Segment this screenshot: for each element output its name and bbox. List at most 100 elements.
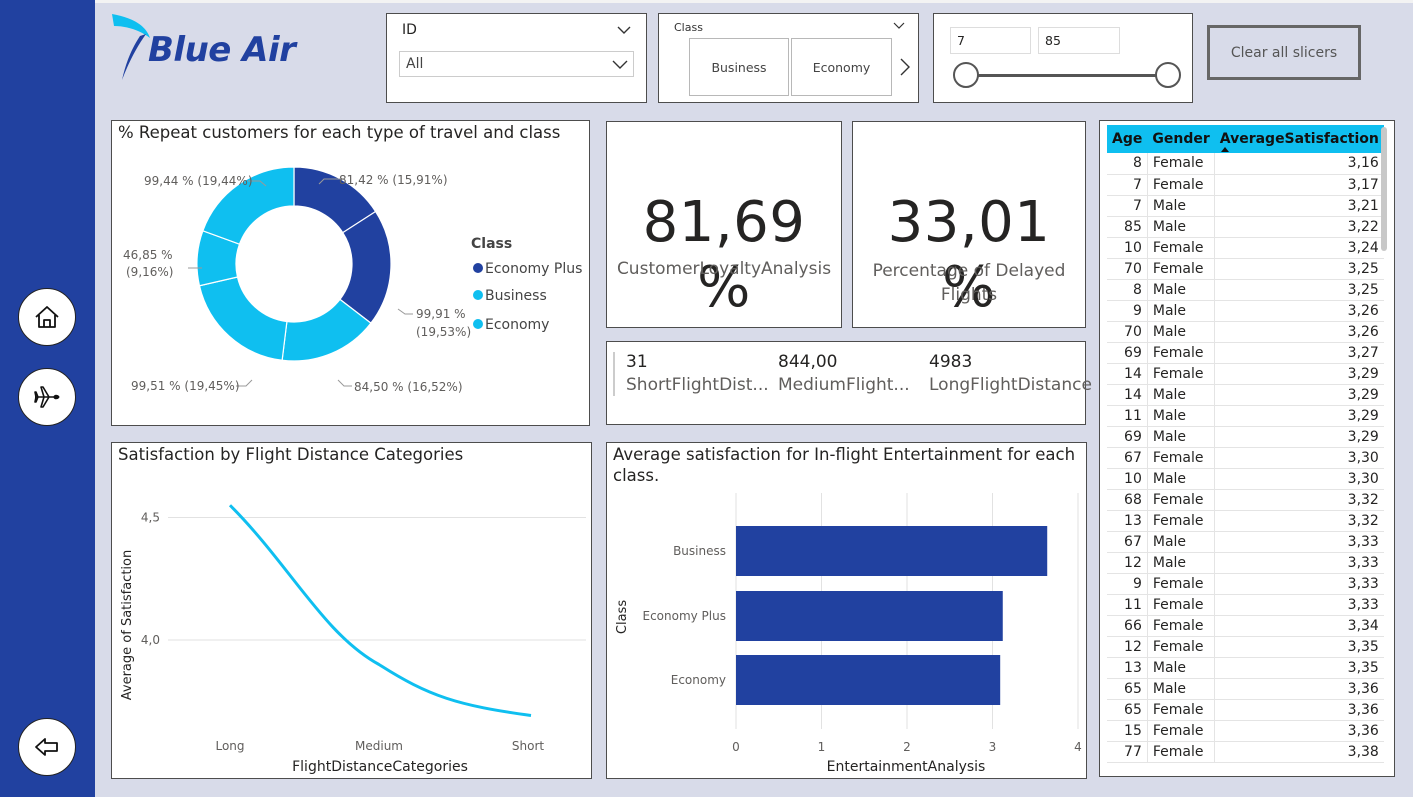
table-row[interactable]: 69 Male 3,29: [1107, 426, 1384, 448]
cell-average-satisfaction: 3,32: [1214, 510, 1384, 532]
cell-average-satisfaction: 3,36: [1214, 720, 1384, 742]
brand-name: Blue Air: [148, 30, 296, 70]
table-row[interactable]: 70 Female 3,25: [1107, 258, 1384, 280]
table-row[interactable]: 65 Male 3,36: [1107, 678, 1384, 700]
home-nav-button[interactable]: [18, 288, 76, 346]
line-chart-title: Satisfaction by Flight Distance Categori…: [118, 445, 464, 464]
cell-age: 65: [1107, 678, 1148, 700]
table-row[interactable]: 8 Female 3,16: [1107, 153, 1384, 175]
table-row[interactable]: 13 Male 3,35: [1107, 657, 1384, 679]
table-row[interactable]: 10 Male 3,30: [1107, 468, 1384, 490]
kpi-delayed-value: 33,01 %: [887, 190, 1051, 320]
cell-age: 7: [1107, 174, 1148, 196]
back-nav-button[interactable]: [18, 718, 76, 776]
cell-average-satisfaction: 3,16: [1214, 153, 1384, 175]
class-tile-economy[interactable]: Economy: [791, 38, 892, 96]
clear-all-slicers-button[interactable]: Clear all slicers: [1207, 25, 1361, 80]
table-row[interactable]: 7 Male 3,21: [1107, 195, 1384, 217]
donut-slice[interactable]: [202, 166, 295, 245]
table-row[interactable]: 8 Male 3,25: [1107, 279, 1384, 301]
kpi-loyalty-value: 81,69 %: [642, 190, 806, 320]
cell-age: 65: [1107, 699, 1148, 721]
column-header-gender[interactable]: Gender: [1147, 125, 1215, 153]
column-header-age[interactable]: Age: [1107, 125, 1148, 153]
table-row[interactable]: 67 Female 3,30: [1107, 447, 1384, 469]
id-dropdown-value: All: [406, 56, 424, 72]
column-header-average-satisfaction[interactable]: AverageSatisfaction: [1214, 125, 1384, 153]
legend-item-economy[interactable]: Economy: [473, 317, 549, 333]
range-max-handle[interactable]: [1155, 62, 1181, 88]
range-min-input[interactable]: 7: [950, 27, 1031, 54]
table-row[interactable]: 9 Female 3,33: [1107, 573, 1384, 595]
table-row[interactable]: 69 Female 3,27: [1107, 342, 1384, 364]
id-dropdown[interactable]: All: [399, 51, 634, 77]
table-row[interactable]: 67 Male 3,33: [1107, 531, 1384, 553]
table-row[interactable]: 65 Female 3,36: [1107, 699, 1384, 721]
bar-business[interactable]: [736, 526, 1048, 576]
table-row[interactable]: 14 Male 3,29: [1107, 384, 1384, 406]
bar-xtick-label: 1: [818, 740, 826, 754]
legend-item-business[interactable]: Business: [473, 288, 547, 304]
line-xtick-label: Long: [215, 739, 244, 753]
cell-age: 67: [1107, 531, 1148, 553]
table-row[interactable]: 68 Female 3,32: [1107, 489, 1384, 511]
distance-short-label: ShortFlightDist...: [626, 375, 769, 395]
cell-average-satisfaction: 3,26: [1214, 321, 1384, 343]
flight-nav-button[interactable]: [18, 368, 76, 426]
bar-economy[interactable]: [736, 655, 1001, 705]
column-header-average-satisfaction-label: AverageSatisfaction: [1219, 131, 1379, 147]
distance-card-accent: [613, 352, 615, 396]
donut-leader-line: [318, 178, 344, 185]
table-scrollbar[interactable]: [1381, 127, 1387, 251]
chevron-right-icon[interactable]: [899, 57, 911, 77]
cell-gender: Female: [1147, 447, 1216, 469]
donut-slice[interactable]: [198, 276, 288, 361]
donut-chart-title: % Repeat customers for each type of trav…: [118, 123, 561, 142]
cell-age: 12: [1107, 636, 1148, 658]
kpi-card-delayed: 33,01 % Percentage of Delayed Flights: [852, 121, 1086, 328]
table-row[interactable]: 85 Male 3,22: [1107, 216, 1384, 238]
cell-age: 68: [1107, 489, 1148, 511]
cell-gender: Male: [1147, 384, 1216, 406]
cell-average-satisfaction: 3,33: [1214, 594, 1384, 616]
legend-item-economy-plus[interactable]: Economy Plus: [473, 261, 582, 277]
cell-gender: Male: [1147, 195, 1216, 217]
cell-gender: Female: [1147, 489, 1216, 511]
table-row[interactable]: 77 Female 3,38: [1107, 741, 1384, 763]
chevron-down-icon[interactable]: [893, 22, 905, 30]
table-row[interactable]: 70 Male 3,26: [1107, 321, 1384, 343]
table-row[interactable]: 11 Male 3,29: [1107, 405, 1384, 427]
table-row[interactable]: 12 Male 3,33: [1107, 552, 1384, 574]
range-min-handle[interactable]: [953, 62, 979, 88]
table-row[interactable]: 13 Female 3,32: [1107, 510, 1384, 532]
cell-age: 67: [1107, 447, 1148, 469]
bar-economy-plus[interactable]: [736, 591, 1003, 641]
table-row[interactable]: 15 Female 3,36: [1107, 720, 1384, 742]
class-tile-business[interactable]: Business: [689, 38, 789, 96]
donut-leader-line: [397, 308, 413, 315]
table-row[interactable]: 11 Female 3,33: [1107, 594, 1384, 616]
table-header-row: Age Gender AverageSatisfaction: [1107, 125, 1384, 153]
table-row[interactable]: 12 Female 3,35: [1107, 636, 1384, 658]
bar-chart-ylabel: Class: [615, 600, 630, 634]
table-row[interactable]: 9 Male 3,26: [1107, 300, 1384, 322]
cell-average-satisfaction: 3,33: [1214, 552, 1384, 574]
cell-average-satisfaction: 3,22: [1214, 216, 1384, 238]
cell-gender: Female: [1147, 342, 1216, 364]
table-row[interactable]: 10 Female 3,24: [1107, 237, 1384, 259]
range-max-input[interactable]: 85: [1038, 27, 1120, 54]
table-row[interactable]: 14 Female 3,29: [1107, 363, 1384, 385]
cell-gender: Male: [1147, 216, 1216, 238]
satisfaction-table: Age Gender AverageSatisfaction 8 Female 3,…: [1107, 125, 1384, 763]
cell-gender: Female: [1147, 237, 1216, 259]
cell-gender: Female: [1147, 153, 1216, 175]
cell-age: 13: [1107, 657, 1148, 679]
cell-age: 10: [1107, 468, 1148, 490]
cell-age: 9: [1107, 573, 1148, 595]
cell-average-satisfaction: 3,27: [1214, 342, 1384, 364]
chevron-down-icon[interactable]: [617, 25, 631, 35]
table-row[interactable]: 66 Female 3,34: [1107, 615, 1384, 637]
cell-age: 70: [1107, 321, 1148, 343]
table-row[interactable]: 7 Female 3,17: [1107, 174, 1384, 196]
range-min-value: 7: [957, 33, 965, 48]
